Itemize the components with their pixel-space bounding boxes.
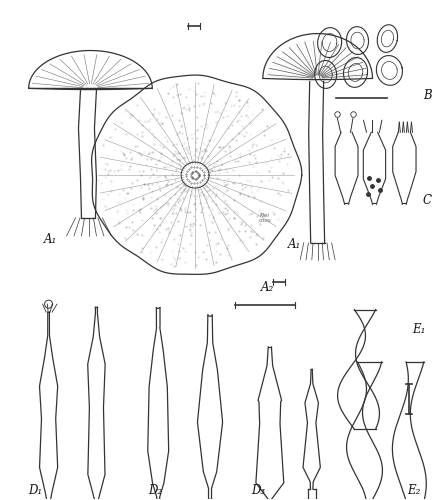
Text: E₂: E₂	[407, 484, 421, 498]
Text: D₂: D₂	[148, 484, 162, 498]
Text: A₁: A₁	[288, 238, 301, 252]
Text: D₃: D₃	[251, 484, 265, 498]
Text: Klei
coos: Klei coos	[258, 212, 271, 224]
Text: A₁: A₁	[44, 234, 57, 246]
Text: D₁: D₁	[29, 484, 43, 498]
Text: A₂: A₂	[261, 281, 274, 294]
Text: B: B	[423, 89, 432, 102]
Text: C: C	[423, 194, 432, 206]
Text: E₁: E₁	[413, 323, 426, 336]
